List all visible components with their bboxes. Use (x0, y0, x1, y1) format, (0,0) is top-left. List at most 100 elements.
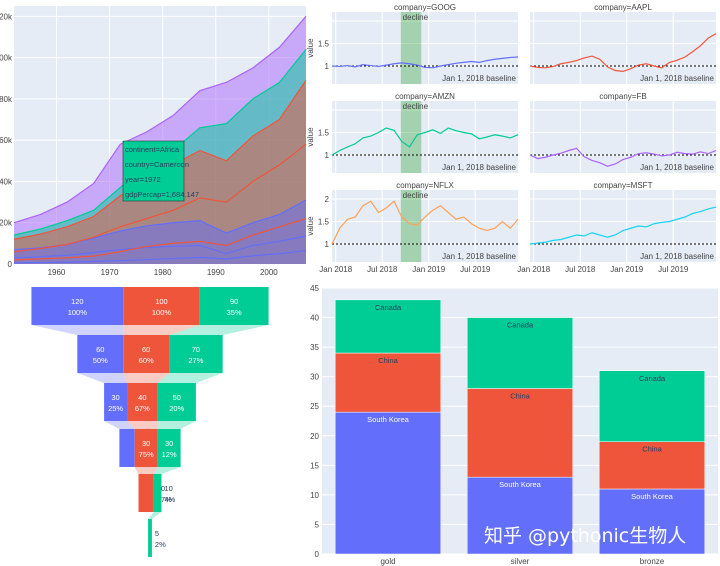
bar-y-tick: 20 (310, 432, 319, 441)
baseline-label: Jan 1, 2018 baseline (442, 163, 516, 172)
bar-y-tick: 15 (310, 461, 319, 470)
funnel-green-stage-5: 52% (148, 512, 166, 557)
funnel-connector (157, 421, 196, 429)
funnel-percent: 12% (162, 450, 177, 459)
facet-title: company=AMZN (395, 92, 455, 101)
area-y-tick-labels: 0 20k 40k 60k 80k 100k 120k (0, 12, 13, 269)
bar-segment-label: China (378, 356, 398, 365)
bar-y-tick: 10 (310, 491, 319, 500)
bar-x-tick: bronze (640, 557, 665, 566)
bar-segment-red (598, 441, 706, 490)
funnel-bar (134, 429, 158, 467)
funnel-bar (199, 287, 269, 325)
area-x-tick: 1960 (48, 268, 66, 277)
series-line-green (331, 127, 519, 156)
funnel-percent: 50% (93, 356, 108, 365)
hover-tooltip: continent=Africa country=Cameroon year=1… (122, 140, 199, 202)
bar-segment-green (598, 370, 706, 442)
funnel-value: 100 (155, 297, 168, 306)
facet-y-tick: 1.5 (318, 129, 330, 138)
funnel-connector (77, 373, 128, 383)
bar-segment-label: Canada (507, 321, 534, 330)
facet-y-tick: 1.5 (318, 218, 330, 227)
funnel-value: 60 (142, 345, 150, 354)
facet-title: company=NFLX (396, 181, 454, 190)
bar-x-tick-labels: gold silver bronze (380, 557, 664, 566)
bar-segment-label: South Korea (499, 480, 542, 489)
funnel-bar (153, 474, 162, 512)
facet-2: decline Jan 1, 2018 baseline company=AMZN v… (306, 92, 519, 173)
funnel-percent: 60% (139, 356, 154, 365)
facet-x-tick: Jul 2019 (658, 265, 689, 274)
facet-title: company=FB (599, 92, 646, 101)
area-inner-line-blue (13, 235, 307, 259)
funnel-value: 120 (71, 297, 84, 306)
bar-segment-label: China (642, 445, 662, 454)
funnel-value: 5 (155, 529, 159, 538)
funnel-percent: 27% (188, 356, 203, 365)
tooltip-line-3: year=1972 (125, 175, 161, 184)
bar-y-tick-labels: 0 5 10 15 20 25 30 35 40 45 (310, 284, 319, 559)
funnel-bar (148, 519, 152, 557)
bar-y-tick: 45 (310, 284, 319, 293)
decline-label: decline (403, 13, 429, 22)
funnel-percent: 67% (135, 404, 150, 413)
funnel-bar (123, 287, 200, 325)
funnel-blue-stage-0: 120 100% (31, 287, 124, 325)
bar-y-tick: 0 (315, 550, 320, 559)
area-y-tick: 0 (8, 260, 13, 269)
area-inner-line-blue (13, 249, 307, 264)
area-line-purple (13, 15, 307, 224)
funnel-connector (169, 325, 269, 335)
series-line-purple (529, 147, 717, 167)
funnel-connector (157, 373, 223, 383)
funnel-value: 50 (173, 393, 181, 402)
facet-5: Jan 1, 2018 baseline company=MSFT Jan 2018… (517, 181, 717, 274)
series-line-cyan (529, 206, 717, 245)
funnel-percent: 4% (164, 495, 175, 504)
bar-segment-red (334, 352, 442, 413)
stacked-bar-panel: South Korea China Canada South Korea China Ca… (310, 284, 718, 566)
bar-marks: South Korea China Canada South Korea China Ca… (334, 299, 706, 555)
bar-segment-blue (466, 476, 574, 555)
decline-band (400, 190, 422, 262)
funnel-bar (123, 335, 170, 373)
tooltip-line-4: gdpPercap=1,684.147 (125, 190, 199, 199)
funnel-value: 90 (230, 297, 238, 306)
facet-title: company=AAPL (594, 3, 652, 12)
facet-y-tick: 1.5 (318, 40, 330, 49)
decline-label: decline (403, 102, 429, 111)
funnel-bar (169, 335, 223, 373)
area-y-tick: 120k (0, 12, 13, 21)
facet-y-tick: 2 (325, 195, 330, 204)
area-x-tick-labels: 1960 1970 1980 1990 2000 (48, 268, 279, 277)
area-y-tick: 20k (0, 219, 13, 228)
watermark: 知乎 @pythonic生物人 (484, 525, 686, 547)
bar-segment-label: South Korea (367, 415, 410, 424)
funnel-percent: 2% (155, 540, 166, 549)
facet-background (332, 12, 518, 84)
tooltip-line-1: continent=Africa (125, 145, 180, 154)
funnel-bar (77, 335, 124, 373)
facet-background (530, 101, 716, 173)
funnel-percent: 67% (157, 495, 172, 504)
area-inner-line-red (13, 143, 307, 253)
funnel-percent: 100% (152, 308, 172, 317)
area-chart-panel: 0 20k 40k 60k 80k 100k 120k 1960 1970 1980 1990 20… (0, 6, 307, 277)
decline-band (400, 12, 422, 84)
funnel-percent: 35% (227, 308, 242, 317)
area-x-tick: 1980 (154, 268, 172, 277)
baseline-label: Jan 1, 2018 baseline (640, 74, 714, 83)
series-line-red (529, 33, 717, 73)
funnel-bar (157, 429, 181, 467)
funnel-connector (123, 325, 200, 335)
facet-y-label: value (306, 216, 315, 236)
series-line-blue (331, 56, 519, 69)
